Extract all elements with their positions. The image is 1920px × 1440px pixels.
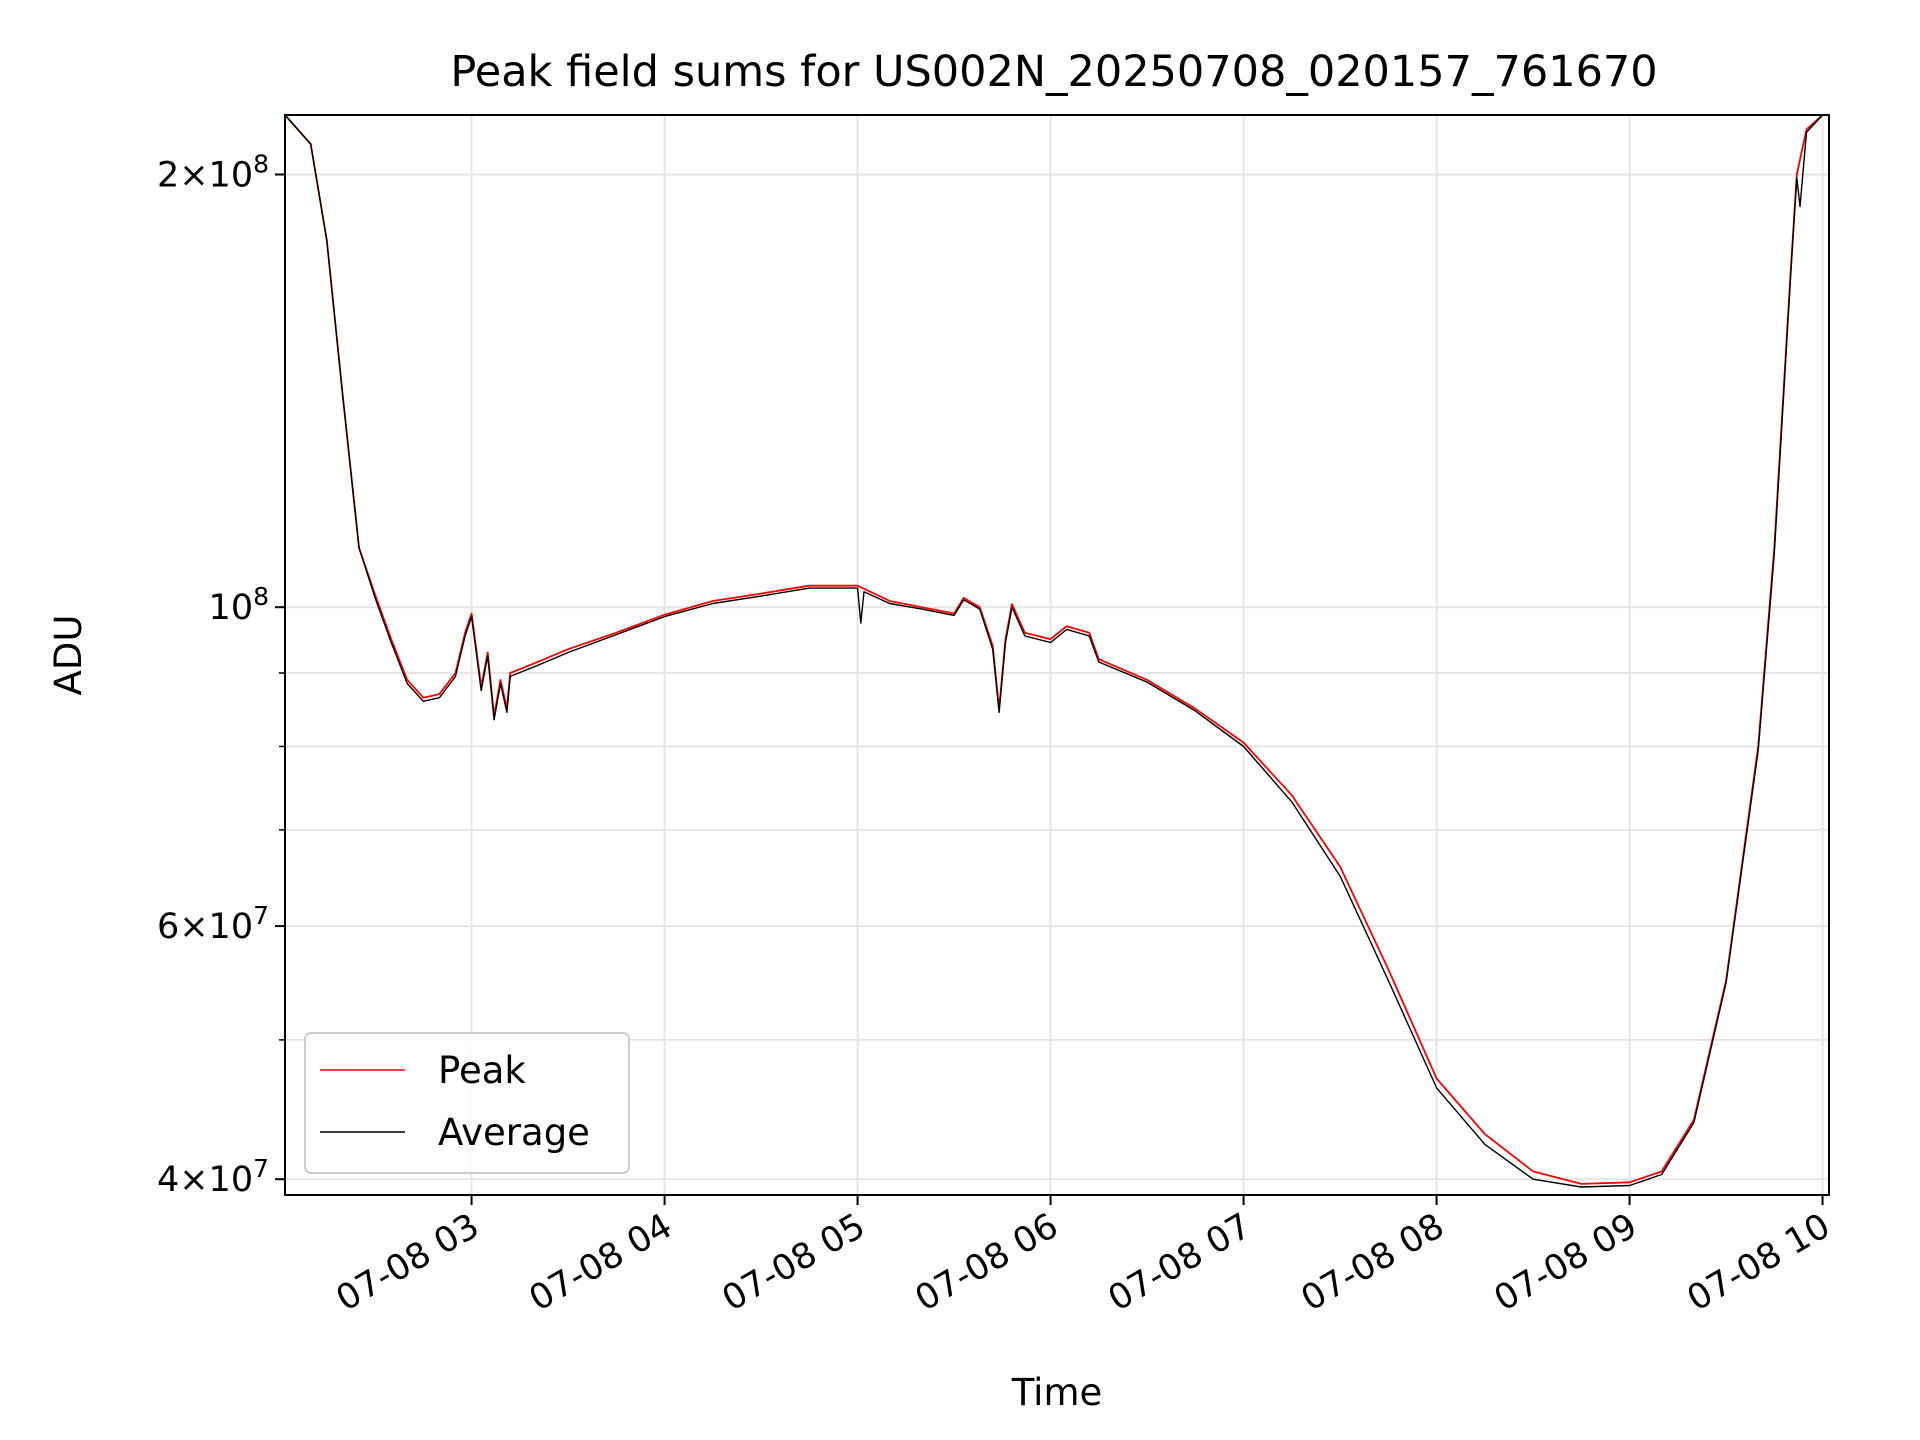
series-line-peak [284,114,1824,1185]
plot-frame [284,114,1830,1196]
y-tick-times: × [179,155,208,195]
y-tick-exponent: 7 [253,901,269,930]
legend: Peak Average [304,1032,630,1174]
y-tick-exponent: 8 [253,582,269,611]
series-line-average [284,114,1824,1188]
x-axis-label: Time [1011,1371,1103,1414]
y-tick-times: × [179,1160,208,1200]
y-tick-label: 4×107 [157,1154,269,1200]
y-tick-base: 10 [209,1160,254,1200]
y-tick-label: 6×107 [157,901,269,947]
y-tick-label: 108 [209,582,269,628]
y-tick-mantissa: 6 [157,907,179,947]
chart-title: Peak field sums for US002N_20250708_0201… [450,47,1657,97]
y-tick-base: 10 [209,155,254,195]
series-layer [284,114,1824,1188]
y-tick-base: 10 [209,907,254,947]
legend-label-average: Average [438,1111,590,1154]
legend-label-peak: Peak [438,1049,526,1092]
legend-box [304,1032,630,1174]
y-tick-mantissa: 2 [157,155,179,195]
y-tick-times: × [179,907,208,947]
y-tick-base: 10 [209,588,254,628]
y-tick-label: 2×108 [157,149,269,195]
y-tick-exponent: 8 [253,149,269,178]
y-tick-mantissa: 4 [157,1160,179,1200]
y-tick-exponent: 7 [253,1154,269,1183]
y-axis-label: ADU [47,615,90,696]
